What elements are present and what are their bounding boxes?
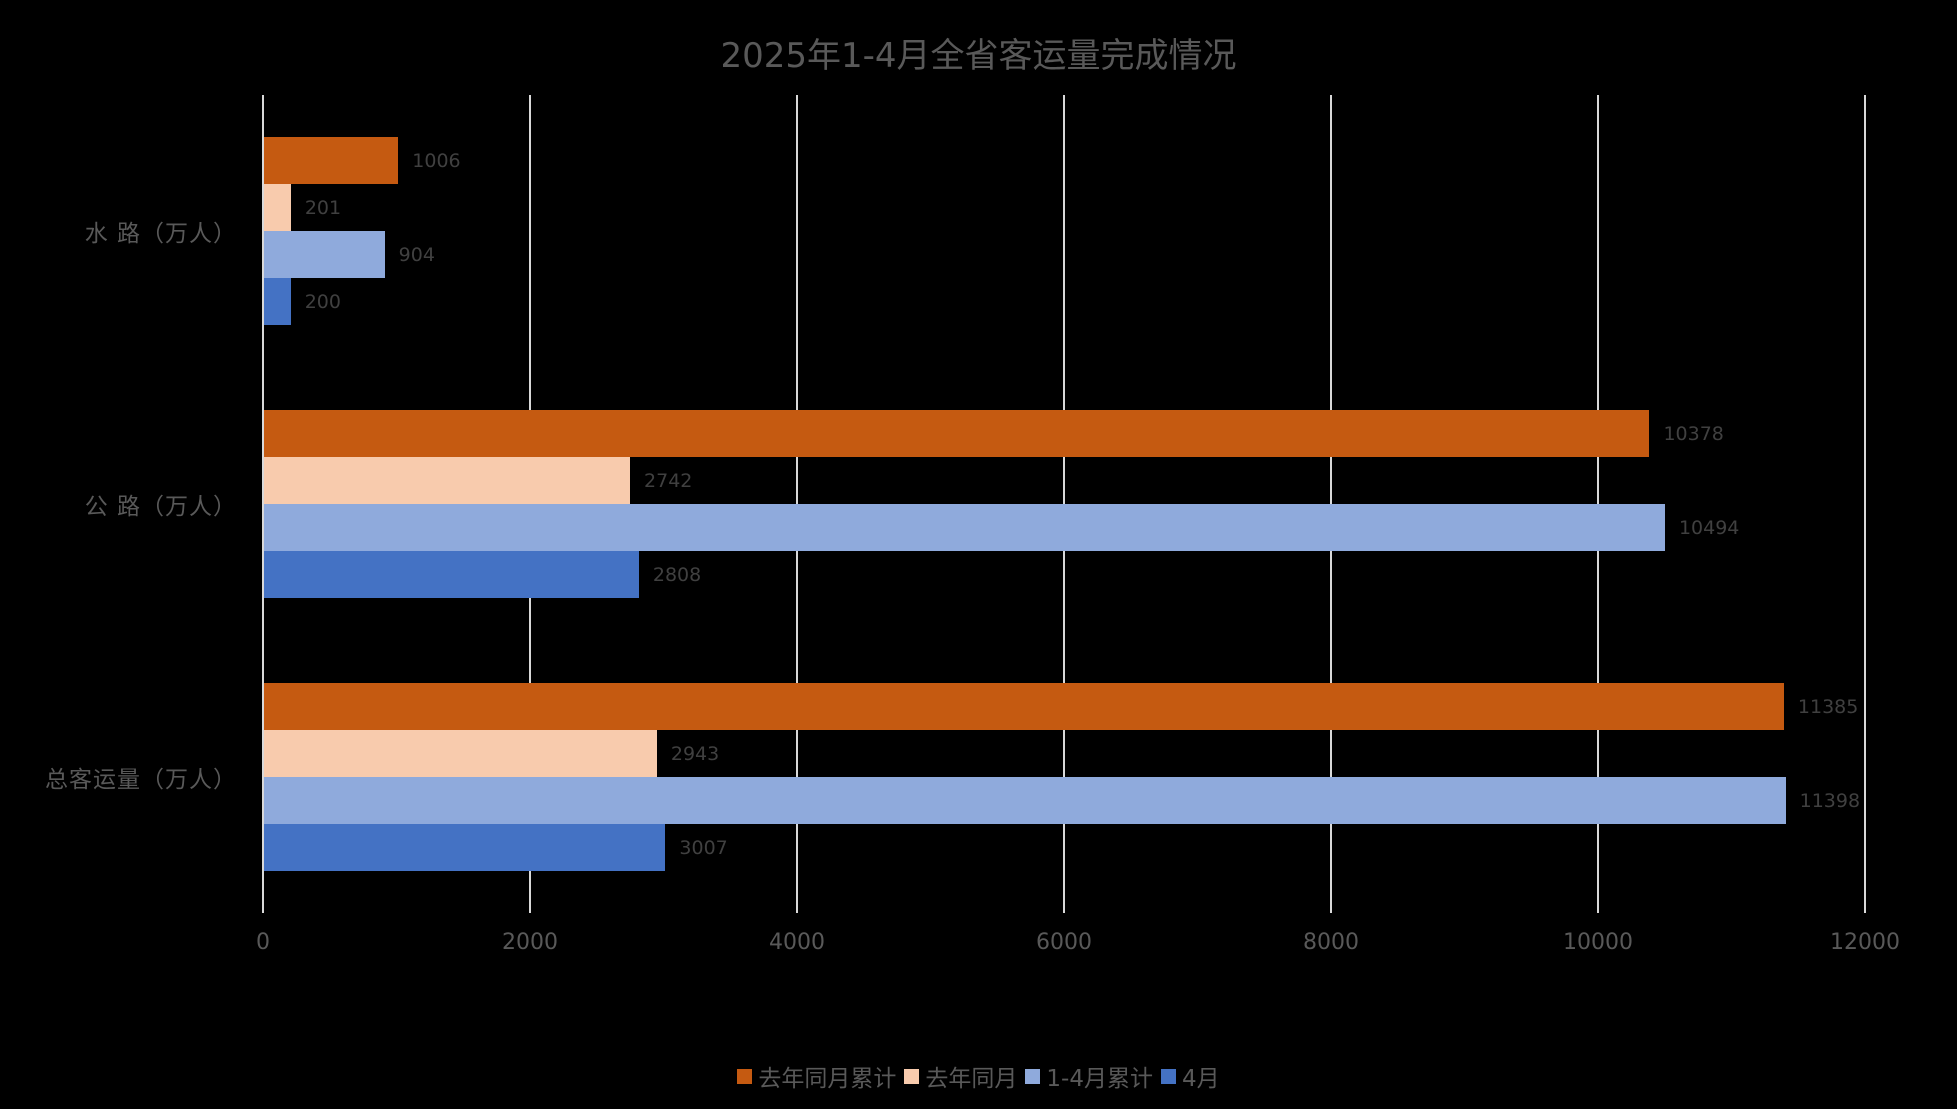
- bar[interactable]: [264, 824, 666, 871]
- x-tick-label: 0: [256, 930, 270, 955]
- legend-item[interactable]: 4月: [1160, 1059, 1220, 1093]
- legend-label: 去年同月: [925, 1066, 1018, 1092]
- legend-label: 1-4月累计: [1046, 1066, 1153, 1092]
- data-label: 3007: [679, 836, 728, 859]
- bar[interactable]: [264, 231, 385, 278]
- data-label: 201: [304, 196, 342, 219]
- bar[interactable]: [264, 504, 1665, 551]
- gridline: [262, 95, 264, 913]
- category-label: 公 路（万人）: [84, 494, 237, 520]
- bar[interactable]: [264, 730, 657, 777]
- data-label: 11398: [1799, 789, 1861, 812]
- data-label: 200: [304, 290, 341, 313]
- x-tick-label: 12000: [1830, 930, 1900, 955]
- x-tick-label: 2000: [502, 930, 558, 955]
- data-label: 2742: [644, 469, 693, 492]
- data-label: 11385: [1797, 695, 1859, 718]
- x-tick-label: 4000: [769, 930, 825, 955]
- data-label: 2943: [670, 742, 720, 765]
- legend-swatch-icon: [1160, 1068, 1176, 1084]
- bar[interactable]: [264, 184, 291, 231]
- legend-item[interactable]: 1-4月累计: [1025, 1059, 1153, 1093]
- x-tick-label: 6000: [1036, 930, 1092, 955]
- data-label: 2808: [652, 563, 702, 586]
- plot-area: 1006 201 904 200 10378 2742 10494 2808 11385 2943…: [262, 95, 1866, 913]
- x-tick-label: 10000: [1563, 930, 1633, 955]
- legend-item[interactable]: 去年同月累计: [737, 1059, 896, 1093]
- data-label: 10378: [1663, 422, 1724, 445]
- category-label: 水 路（万人）: [84, 221, 237, 247]
- category-label: 总客运量（万人）: [45, 767, 237, 793]
- bar[interactable]: [264, 137, 399, 184]
- chart-title: 2025年1-4月全省客运量完成情况: [720, 36, 1237, 76]
- bar[interactable]: [264, 777, 1786, 824]
- bar[interactable]: [264, 457, 631, 504]
- bar[interactable]: [264, 551, 639, 598]
- gridline: [1864, 95, 1866, 913]
- legend-swatch-icon: [1025, 1068, 1041, 1084]
- legend: 去年同月累计 去年同月 1-4月累计 4月: [0, 1059, 1957, 1093]
- bar[interactable]: [264, 410, 1650, 457]
- x-tick-label: 8000: [1303, 930, 1359, 955]
- data-label: 904: [398, 243, 435, 266]
- legend-label: 4月: [1181, 1066, 1220, 1092]
- legend-swatch-icon: [737, 1068, 753, 1084]
- legend-swatch-icon: [904, 1068, 920, 1084]
- legend-label: 去年同月累计: [758, 1066, 897, 1092]
- legend-item[interactable]: 去年同月: [904, 1059, 1017, 1093]
- data-label: 10494: [1678, 516, 1740, 539]
- bar[interactable]: [264, 278, 291, 325]
- bar[interactable]: [264, 683, 1784, 730]
- data-label: 1006: [412, 149, 461, 172]
